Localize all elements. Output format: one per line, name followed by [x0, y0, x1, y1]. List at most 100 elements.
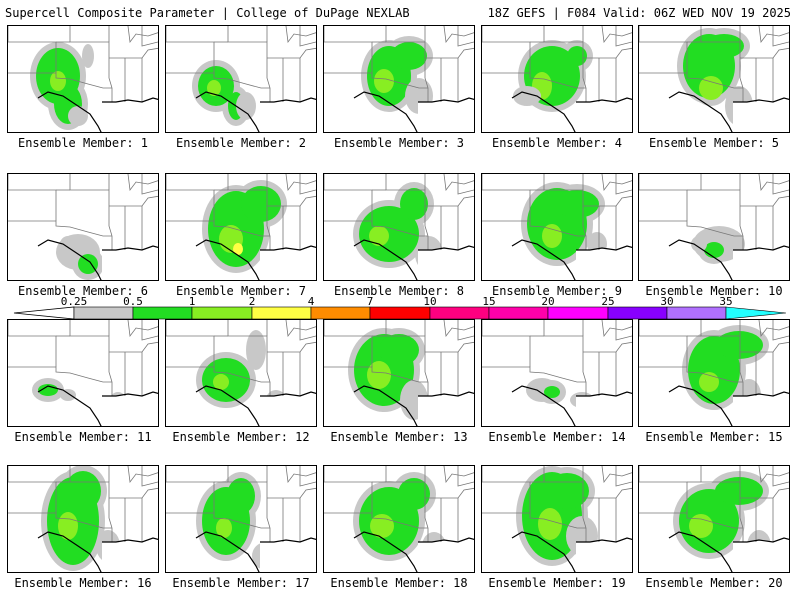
coastline	[353, 385, 474, 426]
state-border	[457, 466, 474, 487]
legend-tick-label: 20	[541, 295, 555, 308]
scp-map-graphic	[482, 320, 632, 426]
ensemble-map-19	[481, 465, 633, 573]
ensemble-map-18	[323, 465, 475, 573]
state-border	[443, 466, 474, 484]
state-border	[127, 320, 158, 338]
state-border	[443, 174, 474, 192]
ensemble-member-label: Ensemble Member: 4	[491, 136, 623, 150]
state-border	[740, 47, 789, 59]
state-border	[141, 174, 158, 195]
state-border	[443, 26, 474, 44]
scp-contour	[213, 374, 229, 390]
legend-tick-label: 2	[248, 295, 256, 308]
state-border	[615, 320, 632, 341]
gulf-water	[576, 392, 632, 426]
legend-swatch	[310, 306, 371, 320]
gulf-water	[733, 98, 789, 132]
ensemble-member-label: Ensemble Member: 16	[14, 576, 152, 590]
scp-contour	[542, 224, 562, 248]
coastline	[511, 385, 632, 426]
legend-low-arrow	[13, 306, 75, 320]
state-border	[127, 26, 158, 44]
coastline	[195, 91, 316, 132]
ensemble-map-11	[7, 319, 159, 427]
ensemble-member-label: Ensemble Member: 9	[491, 284, 623, 298]
state-border	[443, 320, 474, 338]
state-border	[69, 320, 113, 383]
coastline	[353, 239, 474, 280]
ensemble-member-label: Ensemble Member: 2	[175, 136, 307, 150]
scp-contour	[246, 330, 266, 370]
ensemble-member-label: Ensemble Member: 13	[330, 430, 468, 444]
state-border	[69, 174, 113, 237]
gulf-water	[733, 246, 789, 280]
gulf-water	[102, 98, 158, 132]
legend-tick-label: 35	[719, 295, 733, 308]
scp-contour	[370, 514, 394, 538]
coastline	[37, 385, 158, 426]
scp-contour	[545, 473, 589, 509]
legend-tick-label: 25	[601, 295, 615, 308]
state-border	[8, 220, 112, 237]
ensemble-member-label: Ensemble Member: 8	[333, 284, 465, 298]
ensemble-map-6	[7, 173, 159, 281]
scp-map-graphic	[482, 174, 632, 280]
state-border	[772, 174, 789, 195]
state-border	[267, 195, 316, 207]
scp-map-graphic	[324, 26, 474, 132]
scp-map-graphic	[166, 174, 316, 280]
legend-swatch	[251, 306, 312, 320]
ensemble-map-13	[323, 319, 475, 427]
legend-tick-label: 1	[188, 295, 196, 308]
coastline	[668, 531, 789, 572]
state-border	[285, 26, 316, 44]
ensemble-member-label: Ensemble Member: 14	[488, 430, 626, 444]
gulf-water	[576, 246, 632, 280]
gulf-water	[260, 98, 316, 132]
ensemble-map-10	[638, 173, 790, 281]
coastline	[37, 239, 158, 280]
ensemble-map-2	[165, 25, 317, 133]
scp-contour	[60, 236, 76, 252]
gulf-water	[733, 392, 789, 426]
ensemble-member-label: Ensemble Member: 1	[17, 136, 149, 150]
state-border	[639, 189, 688, 221]
ensemble-map-8	[323, 173, 475, 281]
state-border	[772, 26, 789, 47]
scp-map-graphic	[8, 320, 158, 426]
coastline	[668, 91, 789, 132]
ensemble-member-label: Ensemble Member: 3	[333, 136, 465, 150]
state-border	[299, 466, 316, 487]
legend-swatch	[607, 306, 668, 320]
ensemble-member-label: Ensemble Member: 6	[17, 284, 149, 298]
gulf-water	[576, 538, 632, 572]
state-border	[457, 320, 474, 341]
scp-map-graphic	[166, 320, 316, 426]
gulf-water	[418, 392, 474, 426]
state-border	[601, 174, 632, 192]
scp-map-graphic	[166, 466, 316, 572]
state-border	[267, 47, 316, 59]
scp-contour	[391, 42, 427, 70]
state-border	[267, 487, 316, 499]
scp-contour	[236, 92, 256, 120]
coastline	[195, 239, 316, 280]
ensemble-member-label: Ensemble Member: 7	[175, 284, 307, 298]
scp-map-graphic	[324, 174, 474, 280]
state-border	[141, 26, 158, 47]
state-border	[299, 26, 316, 47]
state-border	[425, 195, 474, 207]
state-border	[299, 320, 316, 341]
ensemble-member-label: Ensemble Member: 15	[645, 430, 783, 444]
state-border	[8, 366, 112, 383]
ensemble-member-label: Ensemble Member: 10	[645, 284, 783, 298]
scp-contour	[65, 471, 101, 511]
state-border	[285, 320, 316, 338]
scp-map-graphic	[166, 26, 316, 132]
state-border	[601, 320, 632, 338]
scp-contour	[538, 508, 562, 540]
legend-tick-label: 0.5	[123, 295, 143, 308]
scp-contour	[207, 80, 221, 96]
legend-tick-label: 0.25	[60, 295, 88, 308]
